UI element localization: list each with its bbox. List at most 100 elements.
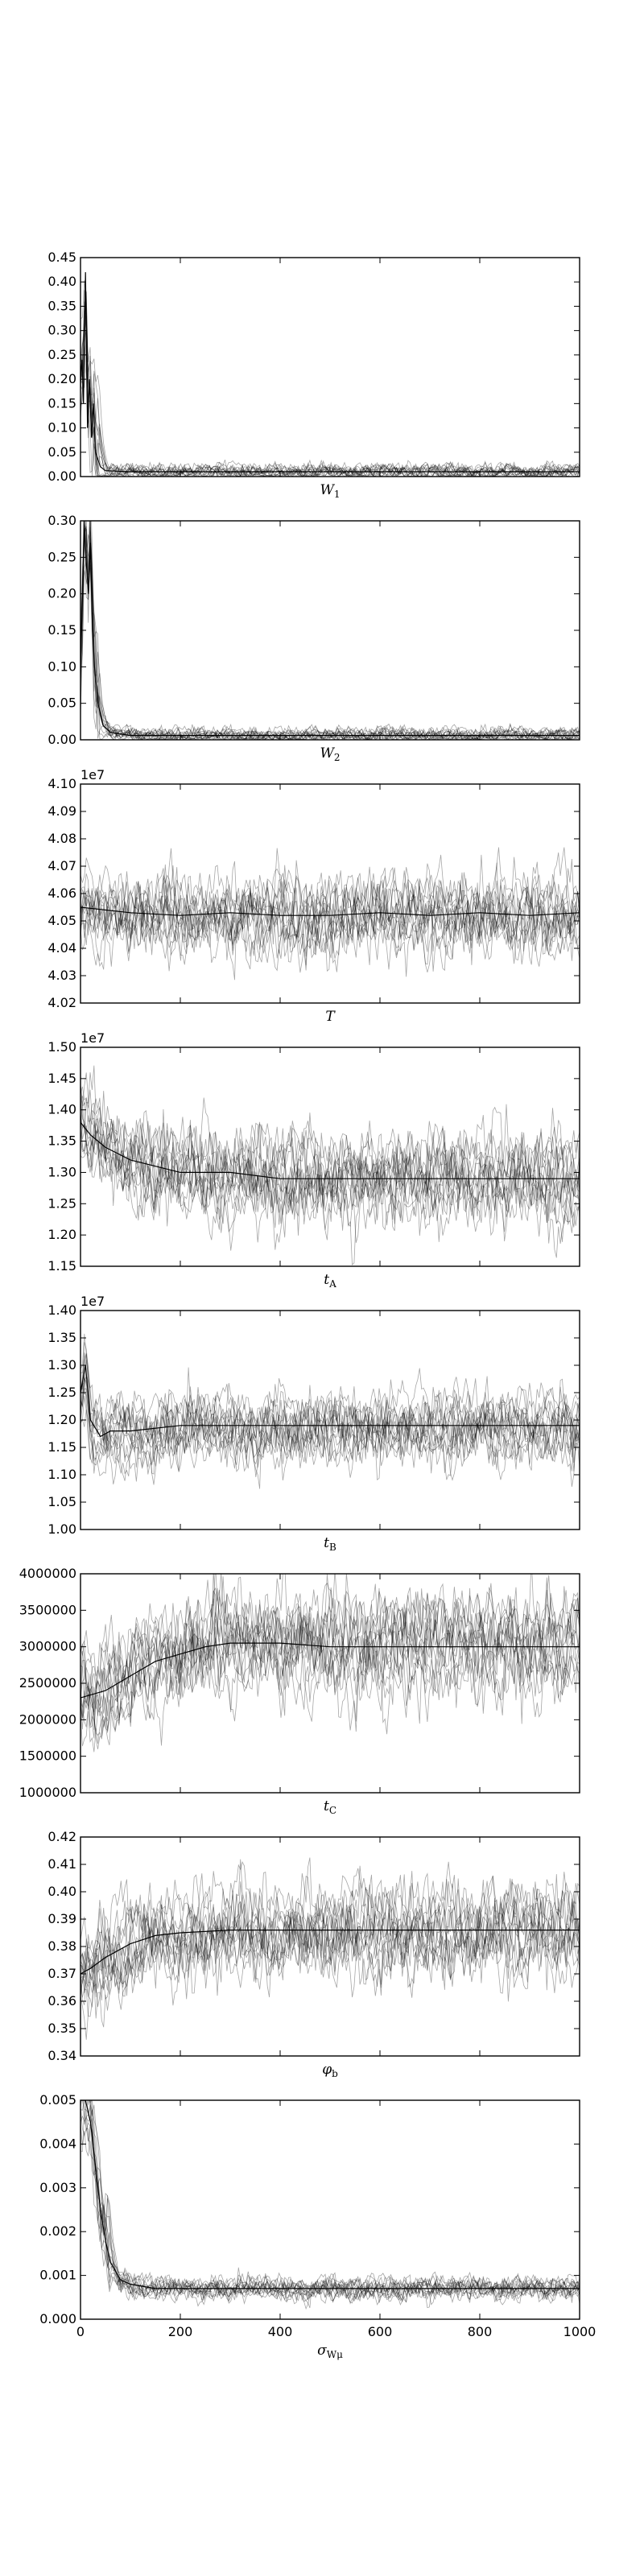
chain-line [80, 1084, 580, 1227]
chain-line [80, 1093, 580, 1224]
y-tick-label: 0.41 [47, 1856, 76, 1872]
chain-line [80, 1587, 580, 1740]
chain-line [80, 564, 580, 740]
y-tick-label: 0.004 [39, 2136, 76, 2151]
chain-line [80, 1603, 580, 1732]
y-tick-label: 4.06 [47, 886, 76, 901]
trace-panel: 1.00 1.05 1.10 1.15 1.20 1.25 1.30 1.35 1.40 1e7 t… [47, 1294, 580, 1553]
chain-line [80, 1591, 580, 1728]
y-tick-label: 4.03 [47, 968, 76, 983]
y-tick-label: 1.10 [47, 1467, 76, 1482]
plot-frame [80, 1046, 580, 1267]
y-tick-label: 4.07 [47, 858, 76, 873]
chain-traces [80, 1333, 580, 1489]
chain-traces [80, 272, 580, 477]
chain-line [80, 1876, 580, 1997]
y-tick-label: 1.40 [47, 1102, 76, 1117]
y-tick-label: 0.39 [47, 1911, 76, 1926]
series-line [80, 1364, 580, 1438]
y-tick-label: 1.30 [47, 1164, 76, 1179]
chain-line [80, 534, 580, 740]
y-tick-label: 4.02 [47, 995, 76, 1010]
chain-line [80, 332, 580, 477]
y-tick-label: 0.10 [47, 420, 76, 436]
chain-line [80, 1574, 580, 1739]
x-axis-label: W1 [320, 482, 340, 500]
chain-line [80, 521, 580, 740]
x-tick-label: 0 [76, 2324, 85, 2339]
y-tick-label: 0.002 [39, 2223, 76, 2239]
chain-line [80, 1377, 580, 1475]
y-tick-label: 0.25 [47, 347, 76, 362]
chain-line [87, 2100, 580, 2305]
chain-line [80, 1868, 580, 1995]
chain-line [80, 291, 580, 477]
chain-line [80, 521, 580, 740]
chain-line [80, 363, 580, 477]
y-tick-label: 1.05 [47, 1494, 76, 1509]
chain-line [80, 886, 580, 972]
y-tick-label: 0.10 [47, 658, 76, 674]
chain-line [80, 1889, 580, 2017]
plot-frame [80, 2099, 580, 2320]
y-tick-label: 1.35 [47, 1330, 76, 1345]
chain-traces [80, 2100, 580, 2310]
y-tick-label: 3500000 [19, 1602, 76, 1617]
y-tick-label: 0.37 [47, 1966, 76, 1981]
series-line [80, 1121, 580, 1179]
x-tick-label: 800 [468, 2324, 493, 2339]
chain-line [80, 528, 580, 740]
series-line [80, 906, 580, 916]
chain-line [80, 1857, 580, 1981]
y-tick-label: 0.45 [47, 250, 76, 265]
y-tick-label: 0.42 [47, 1829, 76, 1844]
chain-line [80, 1117, 580, 1230]
y-tick-label: 0.38 [47, 1938, 76, 1954]
y-tick-label: 1.30 [47, 1357, 76, 1373]
chain-line [86, 2100, 580, 2302]
y-tick-label: 0.25 [47, 549, 76, 564]
x-axis-label: tC [324, 1798, 336, 1816]
y-tick-label: 4.05 [47, 913, 76, 928]
series-line [80, 528, 580, 737]
chain-traces [80, 847, 580, 980]
chain-line [80, 1874, 580, 1991]
chain-line [80, 328, 580, 477]
chain-line [80, 1086, 580, 1220]
y-tick-label: 1.15 [47, 1439, 76, 1455]
y-tick-label: 0.05 [47, 444, 76, 460]
chain-line [80, 1072, 580, 1209]
chain-line [80, 891, 580, 973]
y-tick-label: 1.00 [47, 1521, 76, 1537]
y-tick-label: 0.005 [39, 2092, 76, 2107]
chain-line [80, 1352, 580, 1459]
chain-line [80, 1124, 580, 1232]
y-tick-label: 0.20 [47, 586, 76, 601]
chain-line [80, 1613, 580, 1749]
series-line [80, 2100, 580, 2289]
trace-panel: 4.02 4.03 4.04 4.05 4.06 4.07 4.08 4.09 4.10 1e7 T [47, 767, 580, 1025]
y-tick-label: 4000000 [19, 1566, 76, 1581]
chain-line [80, 1597, 580, 1736]
chain-line [80, 1375, 580, 1480]
chain-line [80, 290, 580, 477]
chain-line [80, 2100, 580, 2306]
y-tick-label: 4.09 [47, 803, 76, 819]
chain-line [80, 329, 580, 477]
chain-line [80, 858, 580, 953]
chain-line [80, 1587, 580, 1730]
plot-frame [80, 257, 580, 477]
x-tick-label: 1000 [564, 2324, 597, 2339]
chain-line [80, 872, 580, 972]
y-tick-label: 1.45 [47, 1071, 76, 1086]
chain-line [80, 1386, 580, 1477]
y-tick-label: 2000000 [19, 1711, 76, 1727]
chain-line [80, 2105, 580, 2306]
x-tick-label: 200 [168, 2324, 193, 2339]
axis-multiplier: 1e7 [80, 1294, 105, 1309]
chain-line [80, 301, 580, 477]
y-tick-label: 1.20 [47, 1412, 76, 1427]
chain-line [80, 1634, 580, 1752]
chain-line [80, 1892, 580, 2008]
chain-line [80, 524, 580, 740]
